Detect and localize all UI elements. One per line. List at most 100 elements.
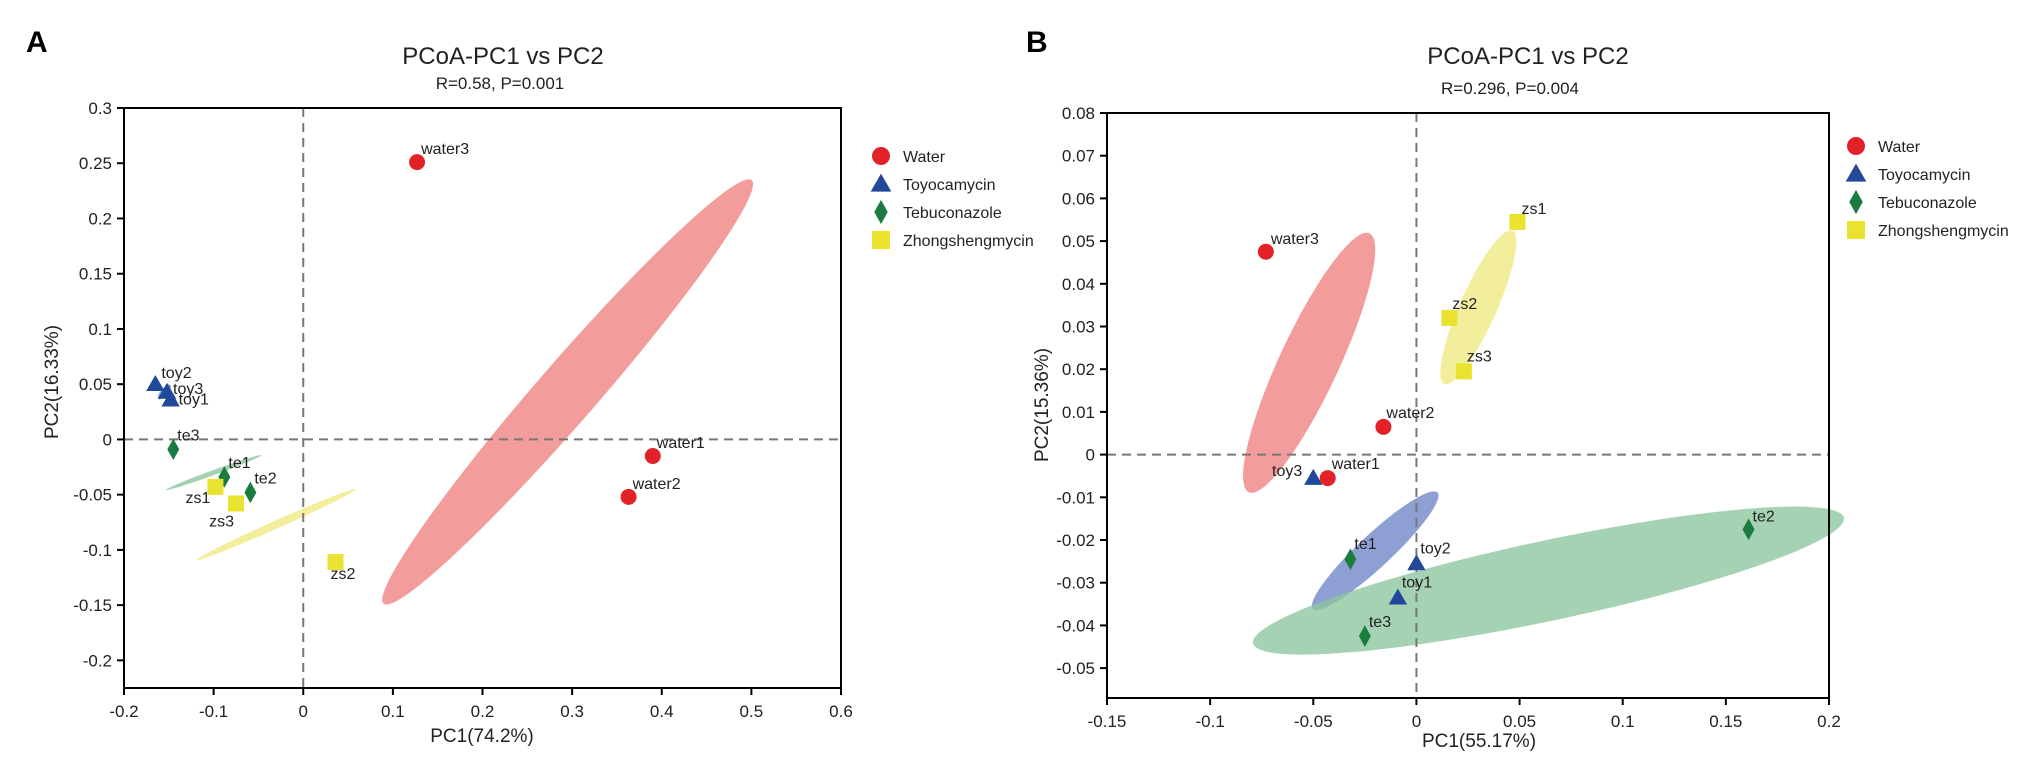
legend-marker-tebuconazole	[874, 200, 888, 224]
legend: Water Toyocamycin Tebuconazole Zhongshengmy…	[871, 147, 1034, 250]
y-tick-label: -0.2	[83, 651, 112, 670]
x-tick-label: 0.2	[471, 702, 495, 721]
data-point-zs3	[228, 496, 244, 512]
y-axis-label-a: PC2(16.33%)	[42, 325, 63, 439]
x-tick-label: 0.2	[1817, 712, 1841, 731]
y-tick-label: 0	[103, 430, 112, 449]
point-label-water3: water3	[1270, 231, 1319, 248]
data-point-zs3	[1456, 363, 1472, 379]
legend-label-water: Water	[1878, 139, 1921, 156]
point-label-toy3: toy3	[173, 381, 203, 398]
chart-subtitle-b: R=0.296, P=0.004	[1441, 79, 1579, 98]
x-tick-label: -0.15	[1088, 712, 1127, 731]
x-tick-label: 0	[299, 702, 308, 721]
y-tick-label: -0.15	[73, 596, 112, 615]
y-tick-label: 0	[1086, 446, 1095, 465]
x-tick-label: 0.15	[1709, 712, 1742, 731]
legend-label-zhongshengmycin: Zhongshengmycin	[903, 233, 1034, 250]
point-label-toy2: toy2	[161, 365, 191, 382]
point-label-te3: te3	[1369, 614, 1391, 631]
point-label-te1: te1	[228, 455, 250, 472]
point-label-te2: te2	[1753, 508, 1775, 525]
y-tick-label: 0.05	[1062, 232, 1095, 251]
legend-marker-toyocamycin	[1846, 164, 1867, 182]
legend-marker-zhongshengmycin	[1847, 221, 1865, 239]
point-label-water3: water3	[420, 141, 469, 158]
point-label-water1: water1	[1331, 456, 1380, 473]
y-tick-label: 0.15	[79, 265, 112, 284]
x-axis-label-b: PC1(55.17%)	[1422, 731, 1536, 752]
y-tick-label: 0.3	[88, 99, 112, 118]
legend-marker-water	[872, 147, 890, 165]
legend-label-tebuconazole: Tebuconazole	[1878, 195, 1977, 212]
point-label-zs1: zs1	[186, 490, 211, 507]
y-tick-label: 0.05	[79, 375, 112, 394]
panel-a: A PCoA-PC1 vs PC2 R=0.58, P=0.001 PC1(74…	[26, 26, 1034, 747]
point-label-water1: water1	[656, 435, 705, 452]
legend-label-toyocamycin: Toyocamycin	[1878, 167, 1970, 184]
x-tick-label: 0.1	[1611, 712, 1635, 731]
point-label-water2: water2	[1385, 405, 1434, 422]
y-tick-label: 0.1	[88, 320, 112, 339]
legend-marker-zhongshengmycin	[872, 231, 890, 249]
legend-marker-toyocamycin	[871, 174, 892, 192]
y-tick-label: 0.2	[88, 209, 112, 228]
panel-b: B PCoA-PC1 vs PC2 R=0.296, P=0.004 PC1(5…	[1026, 26, 2009, 752]
y-tick-label: 0.03	[1062, 318, 1095, 337]
confidence-ellipse-water	[361, 161, 774, 624]
y-tick-label: -0.03	[1056, 574, 1095, 593]
legend-label-tebuconazole: Tebuconazole	[903, 205, 1002, 222]
x-tick-label: -0.1	[1195, 712, 1224, 731]
y-tick-label: -0.01	[1056, 488, 1095, 507]
data-point-toy3	[1304, 469, 1322, 485]
point-label-zs3: zs3	[1467, 348, 1492, 365]
y-tick-label: -0.05	[73, 486, 112, 505]
confidence-ellipse-zhongshengmycin	[1427, 223, 1529, 391]
x-tick-label: 0.5	[740, 702, 764, 721]
y-tick-label: -0.05	[1056, 659, 1095, 678]
point-label-water2: water2	[632, 476, 681, 493]
y-tick-label: 0.07	[1062, 147, 1095, 166]
y-tick-label: -0.1	[83, 541, 112, 560]
legend-label-zhongshengmycin: Zhongshengmycin	[1878, 223, 2009, 240]
x-tick-label: -0.1	[199, 702, 228, 721]
x-tick-label: 0.6	[829, 702, 853, 721]
point-label-te3: te3	[177, 427, 199, 444]
y-tick-label: 0.08	[1062, 104, 1095, 123]
legend-marker-water	[1847, 137, 1865, 155]
point-label-toy3: toy3	[1272, 463, 1302, 480]
x-tick-label: -0.05	[1294, 712, 1333, 731]
y-axis-label-b: PC2(15.36%)	[1032, 348, 1053, 462]
legend: Water Toyocamycin Tebuconazole Zhongshengmy…	[1846, 137, 2009, 240]
chart-subtitle-a: R=0.58, P=0.001	[436, 74, 565, 93]
panel-letter-b: B	[1026, 26, 1048, 59]
x-tick-label: 0.05	[1503, 712, 1536, 731]
y-tick-label: -0.02	[1056, 531, 1095, 550]
ellipse-layer	[1222, 221, 1852, 683]
point-label-toy1: toy1	[1402, 575, 1432, 592]
y-tick-label: 0.01	[1062, 403, 1095, 422]
point-label-te2: te2	[254, 470, 276, 487]
legend-label-water: Water	[903, 149, 946, 166]
chart-title-a: PCoA-PC1 vs PC2	[402, 43, 603, 70]
x-tick-label: 0.4	[650, 702, 674, 721]
panel-letter-a: A	[26, 26, 48, 59]
y-tick-label: 0.06	[1062, 189, 1095, 208]
pcoa-figure: A PCoA-PC1 vs PC2 R=0.58, P=0.001 PC1(74…	[0, 0, 2033, 775]
point-label-zs2: zs2	[1452, 296, 1477, 313]
y-tick-label: 0.25	[79, 154, 112, 173]
x-tick-label: 0.3	[560, 702, 584, 721]
point-label-zs3: zs3	[209, 514, 234, 531]
x-tick-label: -0.2	[109, 702, 138, 721]
y-tick-label: 0.04	[1062, 275, 1095, 294]
legend-marker-tebuconazole	[1849, 190, 1863, 214]
x-tick-label: 0	[1412, 712, 1421, 731]
y-tick-label: -0.04	[1056, 616, 1095, 635]
point-label-zs2: zs2	[331, 566, 356, 583]
point-label-te1: te1	[1354, 536, 1376, 553]
x-axis-label-a: PC1(74.2%)	[430, 726, 534, 747]
point-label-toy2: toy2	[1420, 540, 1450, 557]
y-tick-label: 0.02	[1062, 360, 1095, 379]
legend-label-toyocamycin: Toyocamycin	[903, 177, 995, 194]
point-label-zs1: zs1	[1522, 201, 1547, 218]
